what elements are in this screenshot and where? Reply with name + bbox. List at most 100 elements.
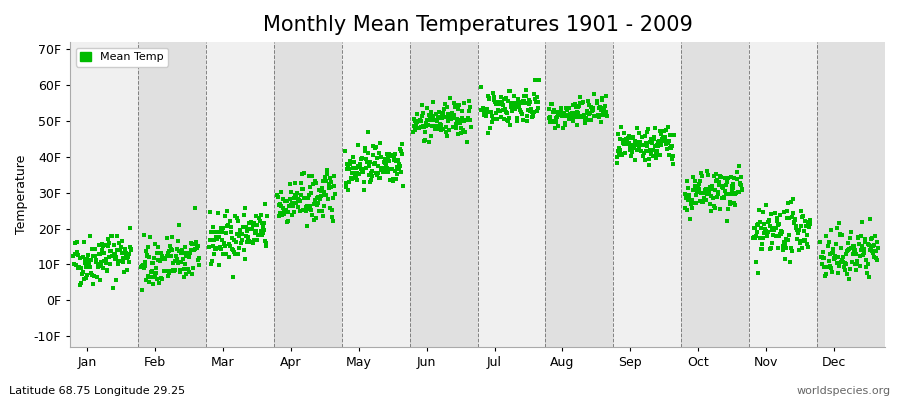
Point [570,109,584,115]
Point [631,142,645,148]
Point [341,187,356,194]
Point [689,200,704,206]
Point [834,245,849,251]
Point [371,162,385,169]
Point [148,241,163,248]
Point [164,252,178,259]
Point [567,114,581,120]
Point [192,262,206,268]
Point [244,219,258,225]
Point [868,255,883,262]
Point [706,173,721,179]
Point [527,77,542,83]
Point [782,215,796,222]
Point [422,139,436,146]
Point [140,253,154,259]
Point [781,200,796,206]
Point [179,270,194,277]
Point [780,236,795,243]
Point [549,118,563,125]
Point [598,105,612,111]
Point [301,206,315,212]
Point [791,247,806,254]
Point [81,252,95,258]
Point [222,218,237,225]
Point [346,154,360,160]
Point [495,99,509,105]
Point [820,264,834,270]
Point [426,113,440,120]
Point [749,233,763,239]
Point [565,115,580,121]
Point [852,262,867,269]
Point [636,142,651,148]
Point [563,115,578,121]
Point [237,247,251,254]
Point [762,223,777,230]
Point [758,230,772,236]
Point [482,130,496,136]
Point [435,114,449,121]
Point [444,116,458,122]
Point [292,197,306,203]
Point [173,269,187,276]
Point [621,133,635,140]
Point [123,225,138,232]
Point [227,236,241,243]
Point [476,108,491,114]
Point [421,112,436,118]
Point [443,116,457,122]
Point [113,244,128,250]
Point [778,236,793,243]
Point [150,276,165,282]
Point [276,208,291,214]
Point [801,244,815,250]
Point [431,115,446,122]
Point [633,138,647,145]
Point [222,240,237,247]
Point [158,255,173,261]
Point [383,152,398,159]
Point [655,135,670,142]
Point [184,240,198,247]
Point [374,154,388,160]
Point [313,192,328,199]
Point [655,136,670,143]
Point [816,255,831,261]
Point [788,216,802,222]
Point [103,248,117,254]
Point [446,124,460,130]
Point [434,122,448,128]
Point [394,169,409,175]
Point [300,203,314,210]
Point [547,109,562,116]
Point [784,245,798,251]
Point [846,249,860,255]
Point [554,105,568,112]
Point [558,121,572,128]
Point [649,155,663,161]
Point [421,122,436,128]
Point [526,109,541,116]
Point [618,141,633,147]
Point [657,128,671,134]
Point [411,124,426,131]
Point [242,220,256,226]
Point [158,256,172,262]
Point [845,251,859,257]
Point [859,257,873,264]
Point [642,156,656,162]
Point [138,263,152,269]
Point [168,258,183,264]
Point [417,124,431,130]
Point [836,254,850,261]
Point [68,251,82,258]
Point [305,212,320,218]
Point [387,155,401,161]
Point [484,109,499,116]
Point [119,250,133,256]
Point [316,178,330,184]
Point [840,248,854,254]
Point [460,139,474,145]
Point [646,153,661,160]
